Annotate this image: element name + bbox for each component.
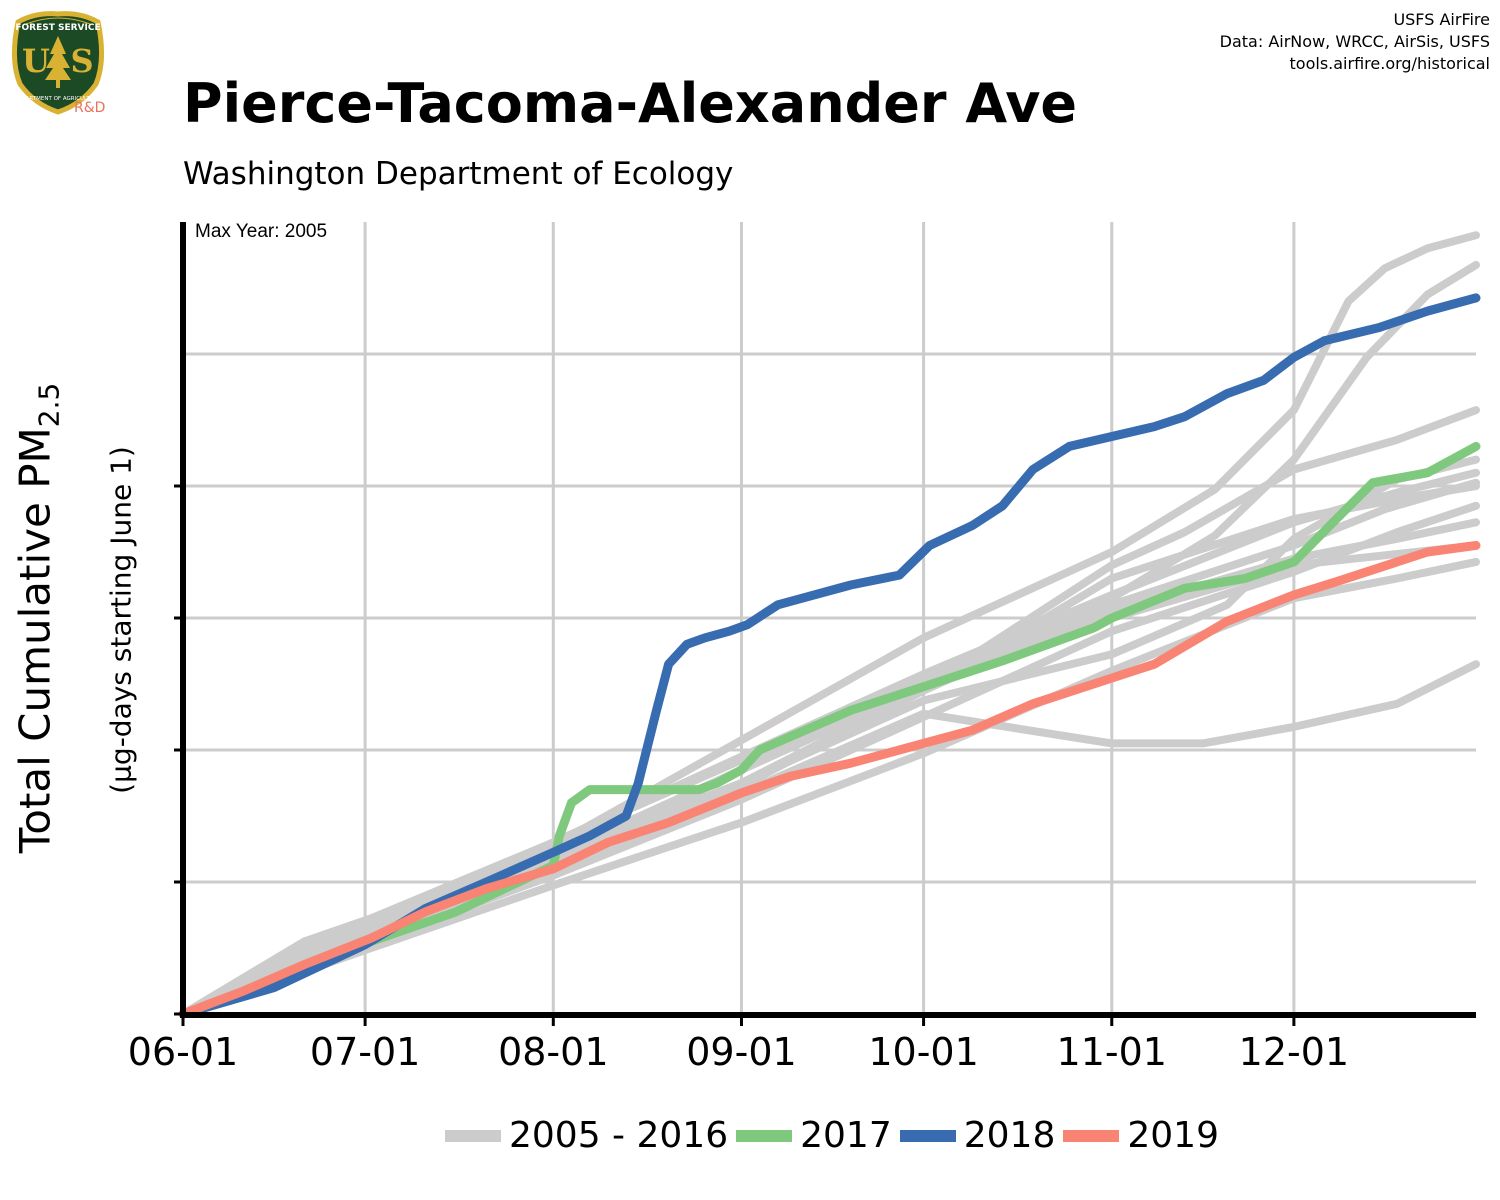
legend: 2005 - 2016 2017 2018 2019 [445, 1115, 1227, 1156]
history-line-2015 [179, 468, 1480, 1018]
legend-label: 2017 [800, 1115, 892, 1156]
x-tick-label-08-01: 08-01 [498, 1030, 609, 1074]
highlight-lines [178, 293, 1481, 1019]
series-line-2019 [178, 540, 1481, 1019]
usfs-shield-logo: FOREST SERVICE U S DEPARTMENT OF AGRICUL… [8, 8, 108, 122]
legend-item-2: 2018 [899, 1115, 1056, 1156]
axes [174, 222, 1476, 1026]
legend-swatch [445, 1129, 501, 1142]
x-tick-label-12-01: 12-01 [1238, 1030, 1350, 1074]
legend-swatch [736, 1129, 793, 1142]
history-line-2005 [179, 231, 1480, 1018]
grid-lines [183, 222, 1476, 1014]
legend-item-1: 2017 [736, 1115, 892, 1156]
svg-text:U: U [22, 42, 50, 80]
svg-text:S: S [70, 42, 93, 80]
max-year-annotation: Max Year: 2005 [195, 221, 328, 242]
rd-label: R&D [74, 100, 106, 116]
history-lines [179, 231, 1480, 1018]
legend-label: 2005 - 2016 [509, 1115, 729, 1156]
history-line-2014 [179, 557, 1480, 1018]
x-tick-label-10-01: 10-01 [868, 1030, 979, 1074]
credit-agency: USFS AirFire [1393, 10, 1490, 29]
legend-item-3: 2019 [1063, 1115, 1219, 1156]
x-tick-label-09-01: 09-01 [686, 1030, 797, 1074]
credit-data-sources: Data: AirNow, WRCC, AirSis, USFS [1219, 32, 1490, 51]
y-axis-label: Total Cumulative PM2.5 [10, 382, 66, 854]
chart-title: Pierce-Tacoma-Alexander Ave [183, 72, 1078, 135]
history-line-2006 [179, 260, 1480, 1018]
svg-text:FOREST SERVICE: FOREST SERVICE [15, 23, 100, 33]
chart-subtitle: Washington Department of Ecology [183, 156, 734, 192]
legend-label: 2019 [1127, 1115, 1219, 1156]
legend-swatch [1063, 1129, 1120, 1142]
credit-url: tools.airfire.org/historical [1289, 54, 1490, 73]
x-tick-label-11-01: 11-01 [1056, 1030, 1167, 1074]
legend-swatch [899, 1129, 956, 1142]
legend-item-0: 2005 - 2016 [445, 1115, 728, 1156]
legend-label: 2018 [963, 1115, 1056, 1156]
y-axis-sublabel: (µg-days starting June 1) [104, 446, 138, 794]
x-tick-label-07-01: 07-01 [309, 1030, 421, 1074]
svg-text:DEPARTMENT OF AGRICULTURE: DEPARTMENT OF AGRICULTURE [15, 96, 102, 102]
x-tick-label-06-01: 06-01 [127, 1030, 239, 1074]
series-line-2018 [178, 293, 1481, 1019]
